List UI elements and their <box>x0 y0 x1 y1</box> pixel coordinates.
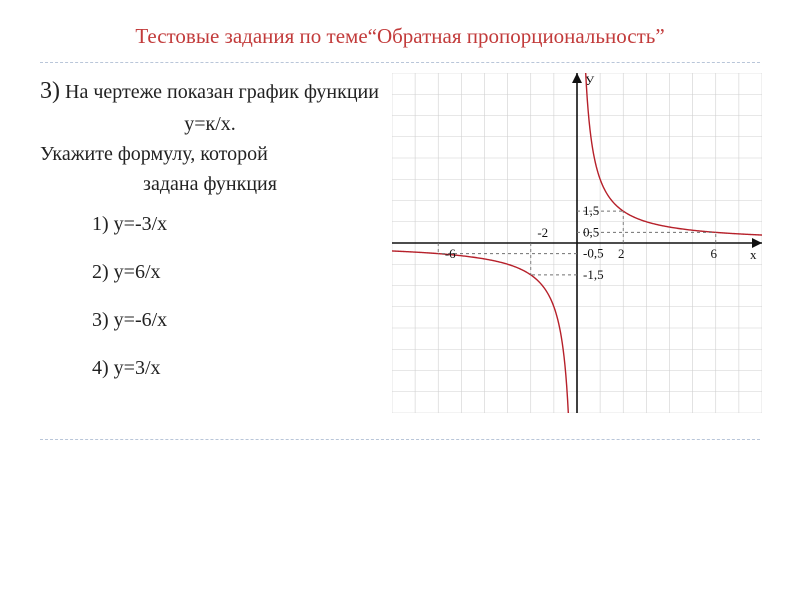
svg-text:0,5: 0,5 <box>583 225 599 240</box>
content-row: 3) На чертеже показан график функции у=к… <box>40 73 760 413</box>
question-line-2b: задана функция <box>40 169 380 199</box>
answer-option[interactable]: 1) у=-3/х <box>92 209 380 239</box>
answer-option[interactable]: 4) у=3/х <box>92 353 380 383</box>
svg-text:2: 2 <box>618 246 625 261</box>
svg-text:-6: -6 <box>445 246 456 261</box>
slide-title: Тестовые задания по теме“Обратная пропор… <box>40 22 760 50</box>
answer-list: 1) у=-3/х 2) у=6/х 3) у=-6/х 4) у=3/х <box>40 209 380 383</box>
question-line-1: 3) На чертеже показан график функции <box>40 73 380 109</box>
question-column: 3) На чертеже показан график функции у=к… <box>40 73 380 401</box>
question-lead: На чертеже показан график функции <box>65 81 379 103</box>
svg-text:-1,5: -1,5 <box>583 267 604 282</box>
question-number: 3) <box>40 78 60 104</box>
answer-option[interactable]: 2) у=6/х <box>92 257 380 287</box>
svg-text:-0,5: -0,5 <box>583 246 604 261</box>
chart-container: Ух-6-2261,50,5-0,5-1,5 <box>392 73 762 413</box>
question-line-2a: Укажите формулу, которой <box>40 139 380 169</box>
divider-top <box>40 62 760 63</box>
svg-text:-2: -2 <box>537 225 548 240</box>
divider-bottom <box>40 439 760 440</box>
question-formula: у=к/х. <box>40 109 380 139</box>
svg-text:6: 6 <box>711 246 718 261</box>
answer-option[interactable]: 3) у=-6/х <box>92 305 380 335</box>
svg-text:х: х <box>750 247 757 262</box>
svg-text:1,5: 1,5 <box>583 203 599 218</box>
hyberbola-chart: Ух-6-2261,50,5-0,5-1,5 <box>392 73 762 413</box>
